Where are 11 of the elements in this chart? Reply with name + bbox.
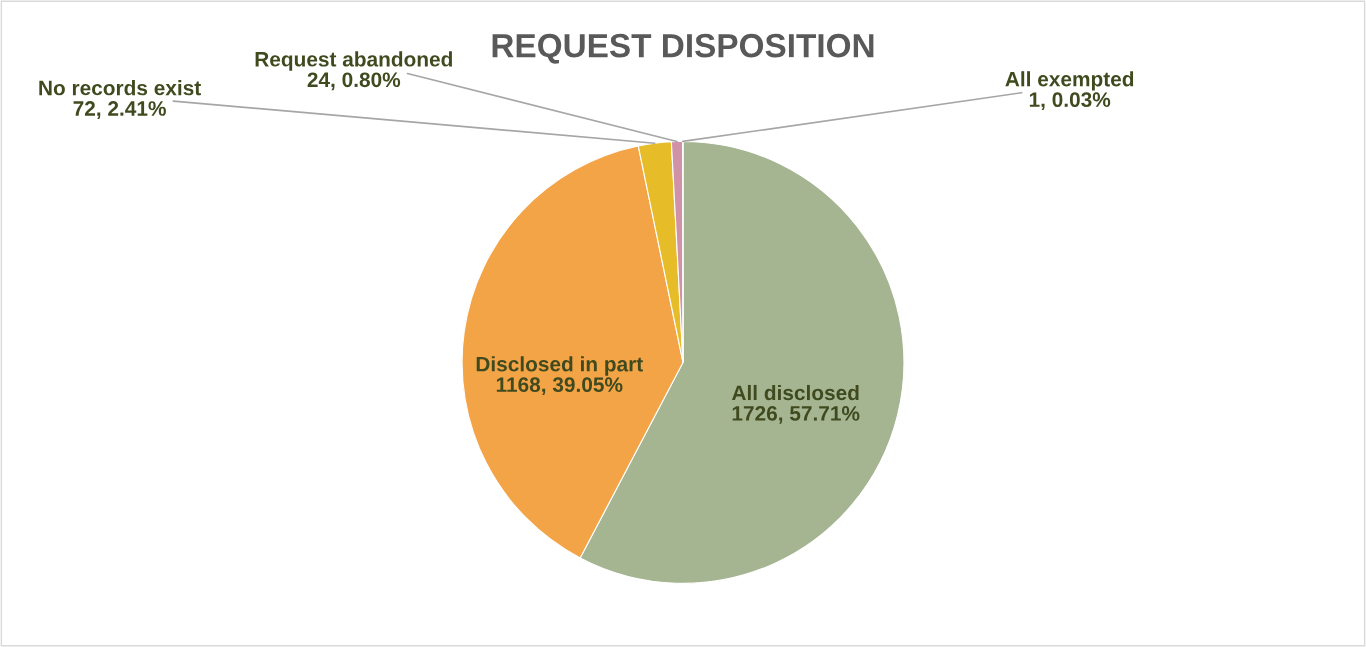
slice-label: All exempted (1005, 71, 1134, 91)
chart-title: REQUEST DISPOSITION (492, 33, 874, 64)
slice-label: Request abandoned (255, 51, 452, 71)
slice-label: No records exist (39, 80, 201, 96)
data-label: 1726, 57.71% (732, 406, 860, 424)
data-label: 1, 0.03% (1029, 92, 1111, 111)
data-label: 1168, 39.05% (496, 377, 623, 396)
slice-label: All disclosed (731, 384, 859, 401)
data-label: 24, 0.80% (307, 72, 401, 91)
data-label: 72, 2.41% (73, 101, 166, 119)
slice-label: Disclosed in part (476, 356, 643, 376)
